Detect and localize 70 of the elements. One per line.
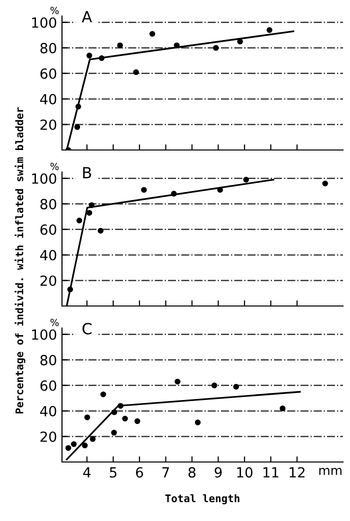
text: % <box>50 6 59 14</box>
point <box>149 30 156 37</box>
point <box>213 45 219 51</box>
point <box>67 286 74 292</box>
point <box>86 52 92 58</box>
point <box>86 210 92 216</box>
point <box>174 42 180 48</box>
text: % <box>50 162 59 170</box>
chart-title: B <box>83 167 92 178</box>
x-tick-label: 12 <box>290 467 304 478</box>
x-tick-label: 9 <box>214 467 222 478</box>
y-tick-label: 80 <box>40 198 56 210</box>
y-tick-label: 60 <box>40 224 56 235</box>
x-tick-label: 4 <box>83 467 91 478</box>
point <box>74 124 80 130</box>
y-tick-label: 20 <box>40 431 56 442</box>
point <box>322 180 328 186</box>
point <box>98 55 105 62</box>
point <box>243 176 249 183</box>
point <box>122 416 128 422</box>
point <box>100 391 106 398</box>
y-tick-label: 80 <box>40 354 56 366</box>
point <box>141 186 147 193</box>
y-tick-label: 100 <box>32 329 56 340</box>
point <box>65 445 72 451</box>
point <box>134 418 140 424</box>
point <box>117 42 123 48</box>
point <box>233 384 240 390</box>
point <box>211 382 218 388</box>
y-tick-label: 60 <box>40 380 56 391</box>
text: % <box>50 318 59 326</box>
chart-title: A <box>82 11 92 22</box>
x-tick-label: 10 <box>237 467 252 478</box>
point <box>194 420 201 426</box>
point <box>111 430 117 436</box>
y-tick-label: 80 <box>40 42 56 54</box>
x-tick-label: 6 <box>136 467 144 478</box>
point <box>170 190 177 197</box>
y-tick-label: 60 <box>40 68 56 79</box>
point <box>84 414 90 420</box>
point <box>111 409 118 416</box>
point <box>217 186 223 193</box>
x-tick-label: 8 <box>188 467 196 478</box>
y-tick-label: 40 <box>40 406 56 416</box>
x-tick-label: 7 <box>162 467 169 478</box>
point <box>133 69 139 76</box>
point <box>280 406 286 412</box>
point <box>70 441 77 448</box>
y-tick-label: 100 <box>32 17 56 28</box>
point <box>118 402 124 409</box>
point <box>90 436 96 442</box>
point <box>237 38 243 44</box>
point <box>82 442 88 448</box>
point <box>75 104 82 110</box>
y-tick-label: 40 <box>40 94 56 104</box>
point <box>76 218 82 224</box>
x-axis-title: Total length <box>165 494 240 504</box>
point <box>98 228 104 234</box>
point <box>174 378 180 384</box>
point <box>266 27 272 33</box>
y-tick-label: 40 <box>40 250 56 260</box>
x-tick-label: 5 <box>110 467 116 478</box>
x-tick-label: 11 <box>263 467 278 478</box>
y-axis-title: Percentage of individ. with inflated swim bladder <box>14 107 26 414</box>
y-tick-label: 20 <box>40 275 56 286</box>
y-tick-label: 20 <box>40 119 56 130</box>
y-tick-label: 100 <box>32 173 56 184</box>
text: mm <box>319 468 342 475</box>
chart-title: C <box>82 322 92 334</box>
point <box>88 202 95 208</box>
